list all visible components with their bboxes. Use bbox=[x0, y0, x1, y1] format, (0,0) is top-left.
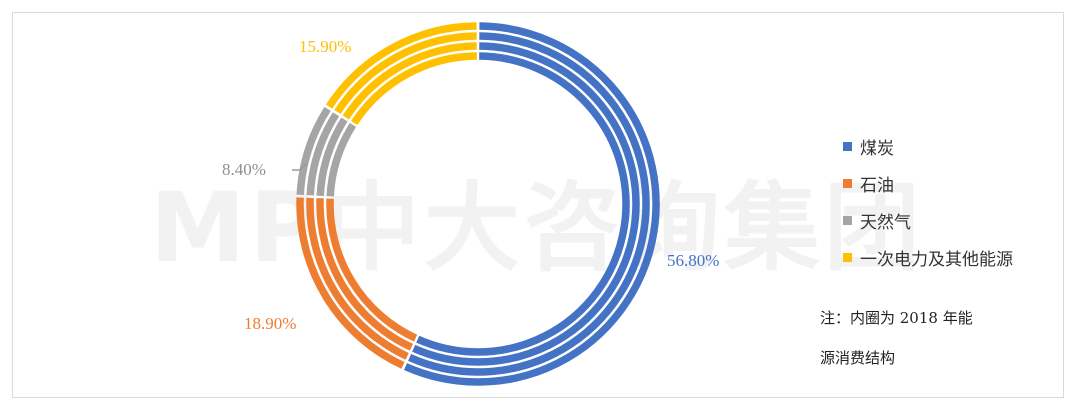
legend-label: 石油 bbox=[860, 176, 894, 196]
legend-swatch bbox=[843, 253, 852, 262]
legend-label: 天然气 bbox=[860, 213, 911, 233]
slice-gas-ring-4 bbox=[326, 122, 357, 197]
note-line-1: 注：内圈为 2018 年能 bbox=[820, 309, 973, 327]
gas-leader-line bbox=[292, 163, 307, 171]
slice-gas-ring-2 bbox=[306, 112, 340, 196]
legend-label: 一次电力及其他能源 bbox=[860, 250, 1013, 270]
legend-swatch bbox=[843, 216, 852, 225]
slice-gas-ring-3 bbox=[316, 117, 348, 197]
chart-note: 注：内圈为 2018 年能 源消费结构 bbox=[820, 298, 1040, 378]
legend-swatch bbox=[843, 179, 852, 188]
legend-item-gas: 天然气 bbox=[843, 202, 1013, 239]
slice-oil-ring-2 bbox=[306, 197, 409, 360]
slice-electric-ring-4 bbox=[351, 52, 477, 125]
slice-coal-ring-3 bbox=[412, 42, 640, 366]
legend: 煤炭 石油 天然气 一次电力及其他能源 bbox=[843, 128, 1013, 276]
slice-electric-ring-1 bbox=[325, 22, 477, 109]
label-electric: 15.90% bbox=[299, 37, 352, 56]
legend-swatch bbox=[843, 142, 852, 151]
slice-oil-ring-3 bbox=[316, 198, 413, 351]
slice-electric-ring-2 bbox=[334, 32, 477, 115]
watermark: MP中大咨询集团 bbox=[150, 172, 924, 284]
legend-item-coal: 煤炭 bbox=[843, 128, 1013, 165]
note-line-2: 源消费结构 bbox=[820, 349, 896, 367]
slice-coal-ring-1 bbox=[403, 22, 660, 386]
slice-oil-ring-4 bbox=[326, 198, 418, 342]
legend-item-oil: 石油 bbox=[843, 165, 1013, 202]
label-gas: 8.40% bbox=[222, 160, 266, 179]
label-coal: 56.80% bbox=[667, 251, 720, 270]
slice-coal-ring-4 bbox=[416, 52, 630, 356]
legend-item-electric: 一次电力及其他能源 bbox=[843, 239, 1013, 276]
chart-frame bbox=[12, 12, 1064, 398]
donut-rings bbox=[296, 22, 660, 386]
legend-label: 煤炭 bbox=[860, 139, 894, 159]
slice-gas-ring-1 bbox=[296, 106, 331, 195]
slice-electric-ring-3 bbox=[342, 42, 477, 120]
label-oil: 18.90% bbox=[244, 314, 297, 333]
slice-coal-ring-2 bbox=[408, 32, 650, 376]
slice-oil-ring-1 bbox=[296, 197, 405, 369]
